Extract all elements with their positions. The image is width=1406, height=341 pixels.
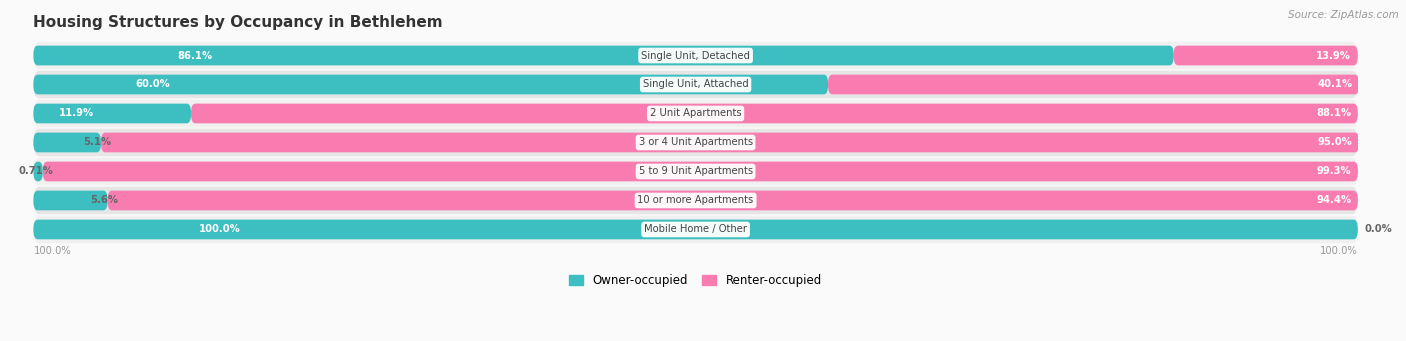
Text: Single Unit, Attached: Single Unit, Attached bbox=[643, 79, 748, 89]
Text: 5 to 9 Unit Apartments: 5 to 9 Unit Apartments bbox=[638, 166, 752, 177]
FancyBboxPatch shape bbox=[34, 191, 108, 210]
Text: 3 or 4 Unit Apartments: 3 or 4 Unit Apartments bbox=[638, 137, 752, 148]
Text: 13.9%: 13.9% bbox=[1316, 50, 1351, 60]
Text: Housing Structures by Occupancy in Bethlehem: Housing Structures by Occupancy in Bethl… bbox=[34, 15, 443, 30]
Text: 86.1%: 86.1% bbox=[177, 50, 212, 60]
FancyBboxPatch shape bbox=[34, 104, 191, 123]
Text: 95.0%: 95.0% bbox=[1317, 137, 1353, 148]
FancyBboxPatch shape bbox=[101, 133, 1360, 152]
Text: Source: ZipAtlas.com: Source: ZipAtlas.com bbox=[1288, 10, 1399, 20]
FancyBboxPatch shape bbox=[42, 162, 1358, 181]
FancyBboxPatch shape bbox=[34, 133, 101, 152]
Text: 0.0%: 0.0% bbox=[1364, 224, 1392, 235]
Legend: Owner-occupied, Renter-occupied: Owner-occupied, Renter-occupied bbox=[569, 274, 823, 287]
Text: 11.9%: 11.9% bbox=[59, 108, 94, 118]
FancyBboxPatch shape bbox=[1174, 46, 1358, 65]
FancyBboxPatch shape bbox=[34, 42, 1358, 69]
Text: 2 Unit Apartments: 2 Unit Apartments bbox=[650, 108, 741, 118]
Text: 100.0%: 100.0% bbox=[1320, 246, 1358, 256]
FancyBboxPatch shape bbox=[34, 187, 1358, 214]
Text: Mobile Home / Other: Mobile Home / Other bbox=[644, 224, 747, 235]
FancyBboxPatch shape bbox=[34, 71, 1358, 98]
FancyBboxPatch shape bbox=[828, 75, 1360, 94]
FancyBboxPatch shape bbox=[108, 191, 1358, 210]
Text: 40.1%: 40.1% bbox=[1317, 79, 1353, 89]
FancyBboxPatch shape bbox=[34, 46, 1174, 65]
FancyBboxPatch shape bbox=[34, 216, 1358, 243]
FancyBboxPatch shape bbox=[34, 75, 828, 94]
Text: 100.0%: 100.0% bbox=[34, 246, 72, 256]
Text: 99.3%: 99.3% bbox=[1316, 166, 1351, 177]
Text: 94.4%: 94.4% bbox=[1316, 195, 1351, 206]
FancyBboxPatch shape bbox=[34, 129, 1358, 156]
Text: 0.71%: 0.71% bbox=[18, 166, 53, 177]
FancyBboxPatch shape bbox=[34, 220, 1358, 239]
Text: 10 or more Apartments: 10 or more Apartments bbox=[637, 195, 754, 206]
Text: 5.1%: 5.1% bbox=[83, 137, 111, 148]
Text: 88.1%: 88.1% bbox=[1316, 108, 1351, 118]
FancyBboxPatch shape bbox=[34, 162, 42, 181]
Text: 100.0%: 100.0% bbox=[200, 224, 240, 235]
FancyBboxPatch shape bbox=[34, 100, 1358, 127]
Text: 5.6%: 5.6% bbox=[90, 195, 118, 206]
FancyBboxPatch shape bbox=[191, 104, 1358, 123]
Text: 60.0%: 60.0% bbox=[135, 79, 170, 89]
Text: Single Unit, Detached: Single Unit, Detached bbox=[641, 50, 751, 60]
FancyBboxPatch shape bbox=[34, 158, 1358, 185]
